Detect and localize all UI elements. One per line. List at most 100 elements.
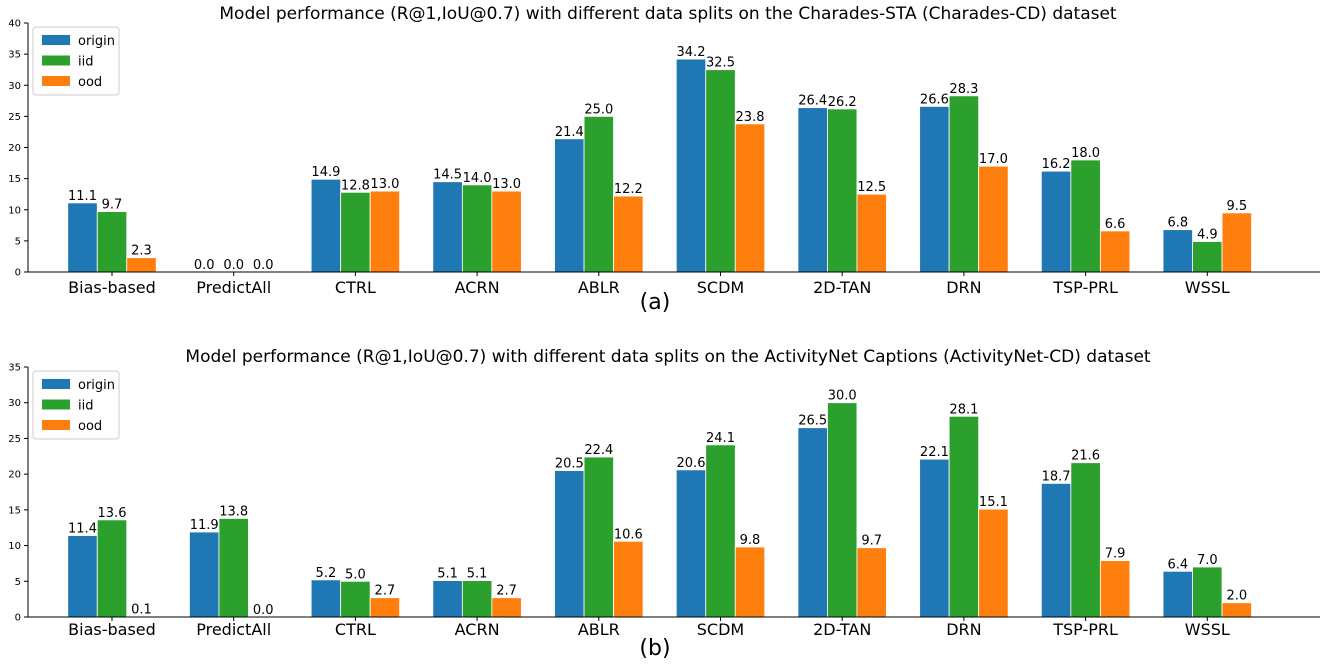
y-tick-label: 15 <box>8 505 21 516</box>
x-tick-label: CTRL <box>335 620 376 639</box>
bar-value-label: 2.7 <box>375 584 396 599</box>
bar-ood-ablr <box>613 195 644 273</box>
bar-origin-drn <box>919 458 950 618</box>
bar-value-label: 2.7 <box>496 584 517 599</box>
bar-iid-wssl <box>1192 566 1223 618</box>
chart-title: Model performance (R@1,IoU@0.7) with dif… <box>185 347 1150 367</box>
bar-value-label: 13.0 <box>492 177 521 192</box>
bar-value-label: 15.1 <box>979 495 1008 510</box>
bar-origin-ablr <box>554 470 585 618</box>
bar-iid-bias-based <box>96 519 128 618</box>
bar-value-label: 13.0 <box>370 177 399 192</box>
bar-origin-scdm <box>675 58 707 273</box>
bar-value-label: 11.1 <box>68 189 97 204</box>
bar-value-label: 26.4 <box>798 94 827 109</box>
bar-ood-drn <box>978 508 1009 618</box>
bar-value-label: 9.8 <box>740 533 761 548</box>
bar-origin-ablr <box>554 138 585 273</box>
bar-origin-scdm <box>675 469 707 618</box>
bar-origin-acrn <box>432 181 463 273</box>
bar-value-label: 18.7 <box>1042 469 1071 484</box>
bar-value-label: 13.6 <box>98 506 127 521</box>
bar-iid-predictall <box>218 518 249 618</box>
legend-swatch-origin <box>42 379 70 389</box>
bar-iid-drn <box>948 415 980 618</box>
x-tick-label: WSSL <box>1185 620 1230 639</box>
legend-label-origin: origin <box>78 378 115 393</box>
bar-ood-tsp-prl <box>1099 560 1131 618</box>
x-tick-label: Bias-based <box>68 620 156 639</box>
bar-value-label: 9.7 <box>861 534 882 549</box>
bar-value-label: 7.9 <box>1105 547 1126 562</box>
legend-label-origin: origin <box>78 34 115 49</box>
x-tick-label: ABLR <box>578 278 620 297</box>
bar-origin-predictall <box>189 531 220 618</box>
bar-origin-bias-based <box>67 535 98 618</box>
bar-value-label: 22.4 <box>584 443 613 458</box>
bar-ood-tsp-prl <box>1099 230 1131 273</box>
y-tick-label: 5 <box>15 577 21 588</box>
bar-value-label: 0.1 <box>131 602 152 617</box>
bar-value-label: 28.1 <box>949 402 978 417</box>
bar-value-label: 0.0 <box>223 258 244 273</box>
bar-value-label: 5.0 <box>345 567 366 582</box>
bar-value-label: 5.1 <box>437 567 458 582</box>
bar-value-label: 17.0 <box>979 152 1008 167</box>
bar-ood-wssl <box>1221 602 1252 618</box>
bar-value-label: 14.5 <box>433 168 462 183</box>
bar-value-label: 20.6 <box>677 456 706 471</box>
bar-iid-drn <box>948 95 980 273</box>
bar-value-label: 2.3 <box>131 244 152 259</box>
bar-value-label: 9.5 <box>1226 199 1247 214</box>
x-tick-label: Bias-based <box>68 278 156 297</box>
bar-value-label: 18.0 <box>1071 146 1100 161</box>
bar-value-label: 20.5 <box>555 457 584 472</box>
legend: origin iid ood <box>32 26 120 96</box>
bar-origin-bias-based <box>67 202 98 273</box>
legend-label-ood: ood <box>78 75 102 90</box>
bar-origin-2d-tan <box>797 107 828 273</box>
bar-value-label: 21.6 <box>1071 449 1100 464</box>
bar-origin-tsp-prl <box>1040 170 1072 273</box>
x-tick-label: 2D-TAN <box>813 278 871 297</box>
bar-value-label: 0.0 <box>253 603 274 618</box>
bar-ood-wssl <box>1221 212 1252 273</box>
bar-value-label: 26.2 <box>828 95 857 110</box>
y-tick-label: 25 <box>8 112 21 123</box>
bar-value-label: 4.9 <box>1197 227 1218 242</box>
chart-b: Model performance (R@1,IoU@0.7) with dif… <box>8 347 1320 661</box>
bar-value-label: 2.0 <box>1226 589 1247 604</box>
bar-origin-acrn <box>432 580 463 618</box>
bar-value-label: 11.4 <box>68 522 97 537</box>
bar-iid-2d-tan <box>827 402 858 618</box>
bar-iid-wssl <box>1192 241 1223 273</box>
y-tick-label: 30 <box>8 81 21 92</box>
x-tick-label: 2D-TAN <box>813 620 871 639</box>
bar-ood-acrn <box>491 597 522 618</box>
bar-value-label: 28.3 <box>949 82 978 97</box>
chart-a: Model performance (R@1,IoU@0.7) with dif… <box>8 4 1320 315</box>
bar-value-label: 32.5 <box>706 56 735 71</box>
x-tick-label: PredictAll <box>196 620 271 639</box>
bar-value-label: 30.0 <box>828 389 857 404</box>
bar-ood-bias-based <box>126 257 157 273</box>
bar-iid-acrn <box>461 184 493 273</box>
bar-value-label: 5.2 <box>316 566 337 581</box>
bar-origin-wssl <box>1162 570 1193 618</box>
bar-iid-tsp-prl <box>1070 462 1101 618</box>
y-tick-label: 30 <box>8 398 21 409</box>
x-tick-label: WSSL <box>1185 278 1230 297</box>
bar-iid-ablr <box>583 456 614 618</box>
bar-value-label: 25.0 <box>584 102 613 117</box>
legend-swatch-iid <box>42 399 70 410</box>
bar-ood-scdm <box>734 546 766 618</box>
legend-label-iid: iid <box>78 399 93 414</box>
bar-value-label: 9.7 <box>102 198 123 213</box>
x-tick-label: SCDM <box>697 278 744 297</box>
bar-value-label: 11.9 <box>190 518 219 533</box>
legend: origin iid ood <box>32 370 120 440</box>
legend-label-iid: iid <box>78 55 93 70</box>
bar-value-label: 14.9 <box>311 165 340 180</box>
x-tick-label: SCDM <box>697 620 744 639</box>
